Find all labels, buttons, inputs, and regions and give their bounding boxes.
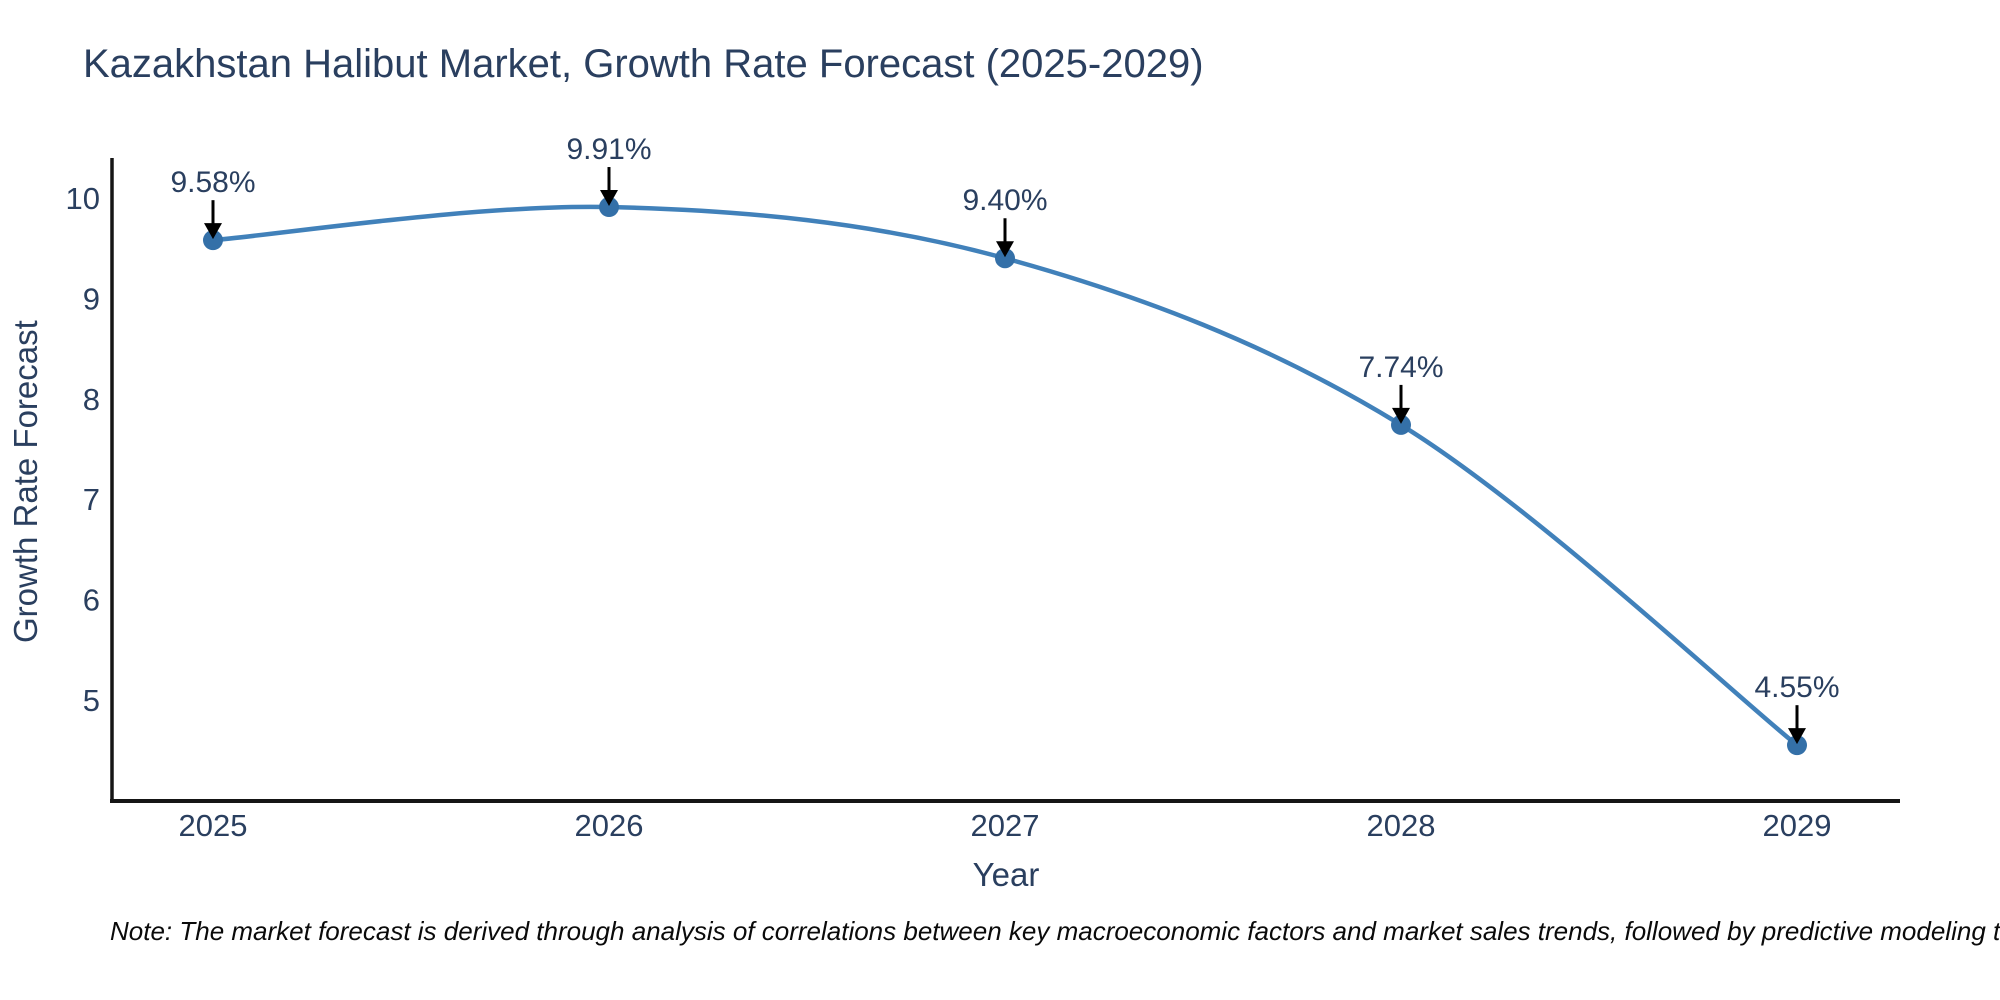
annotation-arrowhead [600, 190, 618, 207]
annotation-arrowhead [996, 241, 1014, 258]
data-point-label: 9.40% [962, 184, 1047, 217]
y-tick-label: 5 [83, 683, 100, 718]
data-point-label: 4.55% [1754, 671, 1839, 704]
footnote: Note: The market forecast is derived thr… [110, 916, 2000, 946]
data-point-marker [1391, 414, 1411, 435]
data-point-marker [995, 248, 1015, 269]
y-tick-label: 6 [83, 583, 100, 618]
data-point-label: 9.58% [170, 166, 255, 199]
y-tick-label: 7 [83, 482, 100, 517]
x-tick-label: 2025 [179, 808, 248, 843]
y-tick-label: 9 [83, 281, 100, 316]
y-tick-label: 8 [83, 382, 100, 417]
data-point-marker [1787, 735, 1807, 756]
annotation-arrowhead [204, 223, 222, 240]
x-axis-title: Year [972, 856, 1040, 893]
chart-title: Kazakhstan Halibut Market, Growth Rate F… [83, 42, 1204, 86]
y-tick-label: 10 [66, 181, 100, 216]
trend-line [210, 204, 1800, 748]
data-point-marker [203, 230, 223, 251]
data-point-label: 7.74% [1358, 351, 1443, 384]
x-tick-label: 2026 [575, 808, 644, 843]
data-point-marker [599, 197, 619, 218]
data-point-label: 9.91% [566, 133, 651, 166]
annotation-arrowhead [1392, 407, 1410, 424]
x-tick-label: 2029 [1763, 808, 1832, 843]
annotation-arrowhead [1788, 728, 1806, 745]
x-tick-label: 2027 [971, 808, 1040, 843]
x-tick-label: 2028 [1367, 808, 1436, 843]
